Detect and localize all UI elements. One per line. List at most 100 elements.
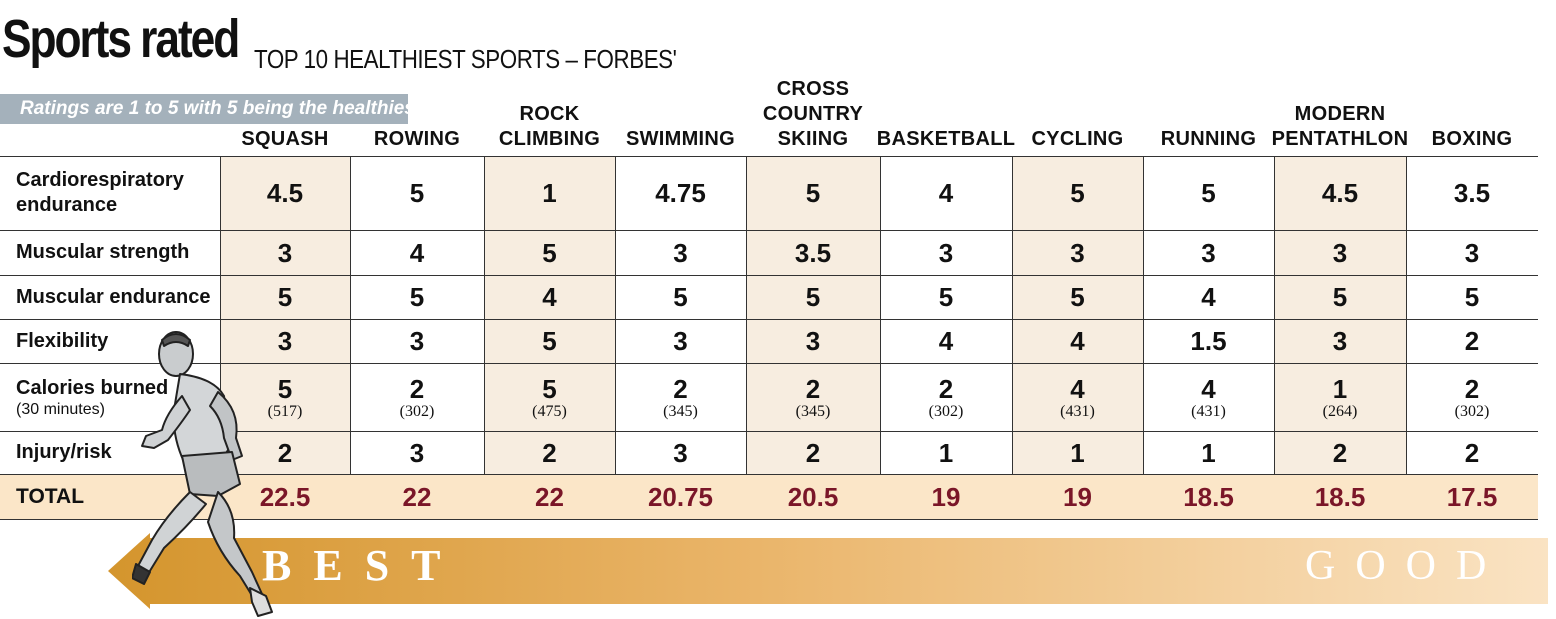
column-header-line: RUNNING — [1160, 128, 1257, 150]
runner-figure — [132, 331, 273, 617]
good-label: GOOD — [1305, 543, 1507, 589]
rating-cell: 1.5 — [1143, 326, 1274, 356]
column-header-line: CYCLING — [1031, 128, 1124, 150]
rating-value: 4 — [1201, 374, 1216, 404]
total-value: 19 — [931, 481, 961, 512]
column-header-line: ROCK — [519, 103, 580, 125]
rating-cell: 2 (302) — [1406, 374, 1538, 420]
rating-cell: 1 — [1143, 438, 1274, 468]
total-label: TOTAL — [16, 485, 85, 508]
row-label-line: Muscular strength — [16, 241, 190, 263]
rating-value: 4 — [1070, 374, 1085, 404]
rating-cell: 3 — [350, 438, 484, 468]
column-header-line: BOXING — [1431, 128, 1513, 150]
rating-value: 1 — [938, 437, 954, 468]
rating-value: 3 — [673, 326, 688, 356]
row-label: Muscular endurance — [16, 285, 211, 310]
rating-value: 4 — [938, 178, 954, 208]
chart-subtitle: TOP 10 HEALTHIEST SPORTS – FORBES' — [254, 44, 677, 74]
rating-cell: 3 — [1012, 238, 1143, 268]
row-label-line: endurance — [16, 194, 118, 216]
rating-cell: 4.75 — [615, 178, 746, 208]
rating-cell: 2 (302) — [350, 374, 484, 420]
rating-cell: 5 — [615, 282, 746, 312]
rating-cell: 4 — [880, 326, 1012, 356]
rating-value: 5 — [542, 374, 557, 404]
rating-cell: 5 (475) — [484, 374, 615, 420]
column-shade — [484, 156, 615, 474]
column-header: MODERN PENTATHLON — [1272, 70, 1408, 156]
total-value: 18.5 — [1314, 481, 1366, 512]
calorie-value: (517) — [267, 403, 303, 420]
rating-value: 4 — [542, 282, 557, 312]
rating-value: 2 — [277, 437, 293, 468]
rating-value: 3 — [805, 326, 821, 356]
rating-cell: 1 — [484, 178, 615, 208]
row-label-line: Muscular endurance — [16, 285, 211, 308]
rating-value: 3 — [409, 437, 425, 468]
rating-cell: 3 — [1143, 238, 1274, 268]
column-divider — [350, 156, 351, 474]
rating-value: 2 — [542, 437, 557, 468]
column-header: CYCLING — [1012, 70, 1143, 156]
rating-value: 5 — [409, 178, 425, 208]
rating-cell: 2 — [220, 438, 350, 468]
row-divider — [0, 275, 1538, 276]
rating-value: 5 — [673, 282, 688, 312]
rating-cell: 5 — [746, 178, 880, 208]
rating-cell: 3 — [1274, 238, 1406, 268]
column-header-line: BASKETBALL — [876, 128, 1016, 150]
column-header-line: MODERN — [1294, 103, 1386, 125]
column-shade — [1274, 156, 1406, 474]
column-header: RUNNING — [1143, 70, 1274, 156]
rating-cell: 3 — [1406, 238, 1538, 268]
column-header-line: CROSS — [776, 78, 850, 100]
calorie-value: (302) — [1454, 403, 1490, 420]
total-band — [0, 474, 1538, 519]
rating-cell: 5 — [746, 282, 880, 312]
rating-cell: 2 (345) — [746, 374, 880, 420]
rating-value: 4 — [1201, 282, 1216, 312]
rating-value: 1 — [1070, 437, 1085, 468]
rating-value: 1 — [542, 178, 557, 208]
rating-cell: 4 — [1012, 326, 1143, 356]
column-header: ROWING — [350, 70, 484, 156]
row-sublabel: (30 minutes) — [16, 400, 105, 418]
rating-value: 3 — [673, 237, 688, 268]
rating-cell: 3 — [880, 238, 1012, 268]
row-label-line: Flexibility — [16, 329, 109, 352]
rating-value: 5 — [409, 282, 425, 312]
column-shade — [746, 156, 880, 474]
rating-cell: 5 — [350, 282, 484, 312]
rating-value: 2 — [805, 437, 821, 468]
column-divider — [615, 156, 616, 474]
rating-cell: 1 — [880, 438, 1012, 468]
column-divider — [1274, 156, 1275, 474]
total-value: 20.5 — [787, 481, 839, 512]
rating-value: 2 — [1464, 374, 1480, 404]
rating-cell: 3 — [746, 326, 880, 356]
row-divider — [0, 319, 1538, 320]
total-value: 19 — [1063, 481, 1092, 512]
row-divider — [0, 474, 1538, 475]
row-label-line: Injury/risk — [16, 441, 112, 463]
total-value: 22 — [535, 481, 564, 512]
rating-value: 3 — [1201, 237, 1216, 268]
rating-value: 3 — [1332, 237, 1348, 268]
rating-cell: 5 — [1143, 178, 1274, 208]
rating-value: 3 — [938, 237, 954, 268]
column-header: CROSS COUNTRY SKIING — [746, 70, 880, 156]
rating-cell: 5 — [1406, 282, 1538, 312]
rating-cell: 3.5 — [1406, 178, 1538, 208]
column-divider — [1012, 156, 1013, 474]
column-divider — [746, 156, 747, 474]
column-header: SQUASH — [220, 70, 350, 156]
column-header: ROCK CLIMBING — [484, 70, 615, 156]
rating-value: 5 — [542, 237, 557, 268]
rating-value: 2 — [409, 374, 425, 404]
column-header-line: COUNTRY — [762, 103, 864, 125]
rating-cell: 2 (302) — [880, 374, 1012, 420]
row-label: Calories burned (30 minutes) — [16, 376, 168, 419]
row-divider — [0, 519, 1538, 520]
column-divider — [880, 156, 881, 474]
